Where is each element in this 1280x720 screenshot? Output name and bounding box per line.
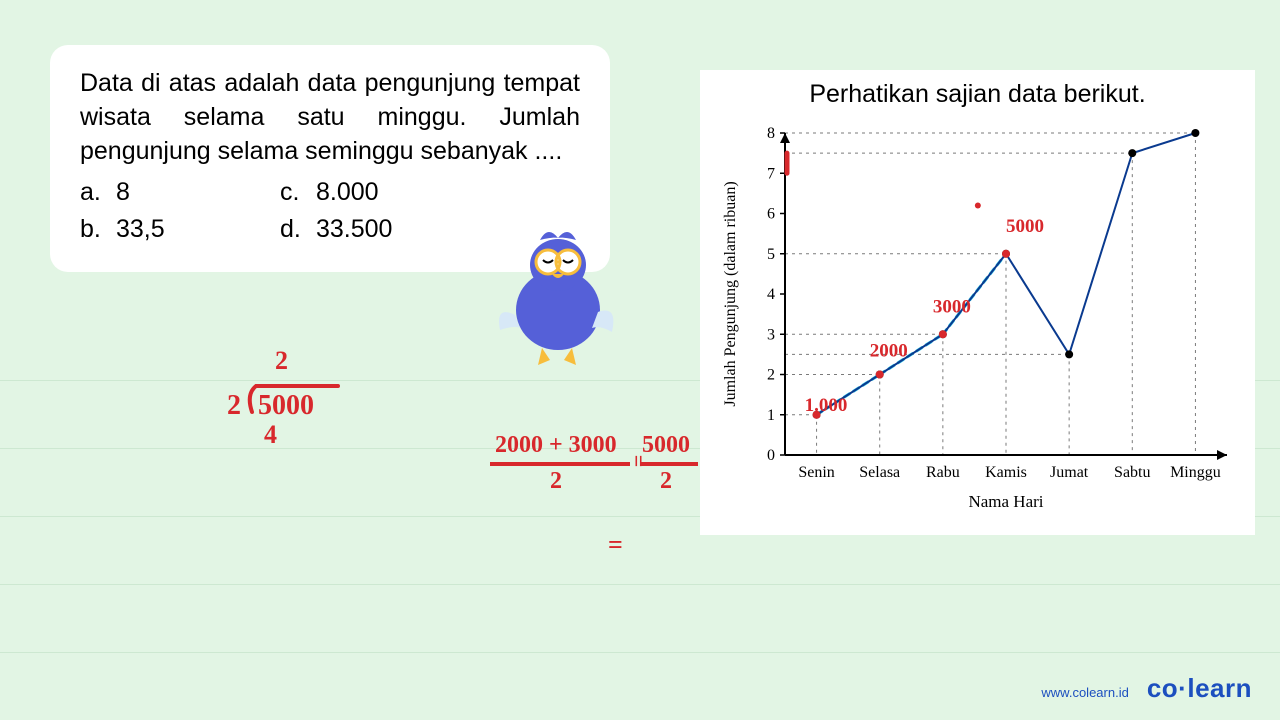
svg-text:6: 6 xyxy=(767,206,775,223)
svg-text:4: 4 xyxy=(767,286,775,303)
svg-text:1.000: 1.000 xyxy=(805,395,848,416)
footer-logo: co·learn xyxy=(1147,673,1252,704)
svg-text:8: 8 xyxy=(767,125,775,142)
hand-quotient: 2 xyxy=(275,346,288,376)
svg-text:3: 3 xyxy=(767,326,775,343)
footer-url: www.colearn.id xyxy=(1041,685,1128,700)
option-a: a. 8 xyxy=(80,178,280,207)
hand-frac-den2: 2 xyxy=(660,468,672,495)
svg-text:3000: 3000 xyxy=(933,296,971,317)
option-letter: d. xyxy=(280,215,316,244)
svg-text:1: 1 xyxy=(767,407,775,424)
option-letter: c. xyxy=(280,178,316,207)
option-value: 8 xyxy=(116,178,130,207)
option-c: c. 8.000 xyxy=(280,178,480,207)
hand-division-bracket-icon xyxy=(240,374,350,424)
line-chart: 0 1 2 3 4 5 6 7 8 Senin Selasa Rabu Kamis Jumat Sabtu M… xyxy=(715,115,1245,525)
svg-text:2000: 2000 xyxy=(870,341,908,362)
hand-frac-bar2-icon xyxy=(640,460,698,468)
hand-equals: = xyxy=(608,530,623,560)
svg-text:Kamis: Kamis xyxy=(985,464,1027,481)
option-letter: b. xyxy=(80,215,116,244)
option-b: b. 33,5 xyxy=(80,215,280,244)
chart-panel: Perhatikan sajian data berikut. 0 1 2 3 4 5 6 7… xyxy=(700,70,1255,535)
mascot-bird-icon xyxy=(480,220,630,370)
hand-divisor: 2 xyxy=(227,390,241,422)
option-d: d. 33.500 xyxy=(280,215,480,244)
hand-frac-bar1-icon xyxy=(490,460,630,468)
question-text: Data di atas adalah data pengunjung temp… xyxy=(80,67,580,168)
hand-partial: 4 xyxy=(264,420,277,450)
hand-frac-den1: 2 xyxy=(550,468,562,495)
svg-text:Minggu: Minggu xyxy=(1170,464,1221,481)
svg-text:2: 2 xyxy=(767,367,775,384)
svg-text:5: 5 xyxy=(767,246,775,263)
svg-text:5000: 5000 xyxy=(1006,216,1044,237)
svg-text:Selasa: Selasa xyxy=(859,464,900,481)
svg-text:Senin: Senin xyxy=(798,464,834,481)
option-value: 8.000 xyxy=(316,178,379,207)
chart-title: Perhatikan sajian data berikut. xyxy=(715,80,1240,109)
option-value: 33,5 xyxy=(116,215,165,244)
hand-frac-num1: 2000 + 3000 xyxy=(495,432,617,459)
logo-dot-icon: · xyxy=(1178,673,1187,703)
footer: www.colearn.id co·learn xyxy=(1041,673,1252,704)
svg-text:0: 0 xyxy=(767,447,775,464)
svg-text:Sabtu: Sabtu xyxy=(1114,464,1150,481)
svg-text:7: 7 xyxy=(767,165,775,182)
hand-frac-num2: 5000 xyxy=(642,432,690,459)
option-value: 33.500 xyxy=(316,215,392,244)
svg-text:Nama Hari: Nama Hari xyxy=(968,492,1043,511)
logo-right: learn xyxy=(1187,673,1252,703)
option-letter: a. xyxy=(80,178,116,207)
svg-text:Jumat: Jumat xyxy=(1050,464,1089,481)
svg-text:Jumlah Pengunjung (dalam ribua: Jumlah Pengunjung (dalam ribuan) xyxy=(722,181,739,406)
svg-text:Rabu: Rabu xyxy=(926,464,960,481)
logo-left: co xyxy=(1147,673,1178,703)
